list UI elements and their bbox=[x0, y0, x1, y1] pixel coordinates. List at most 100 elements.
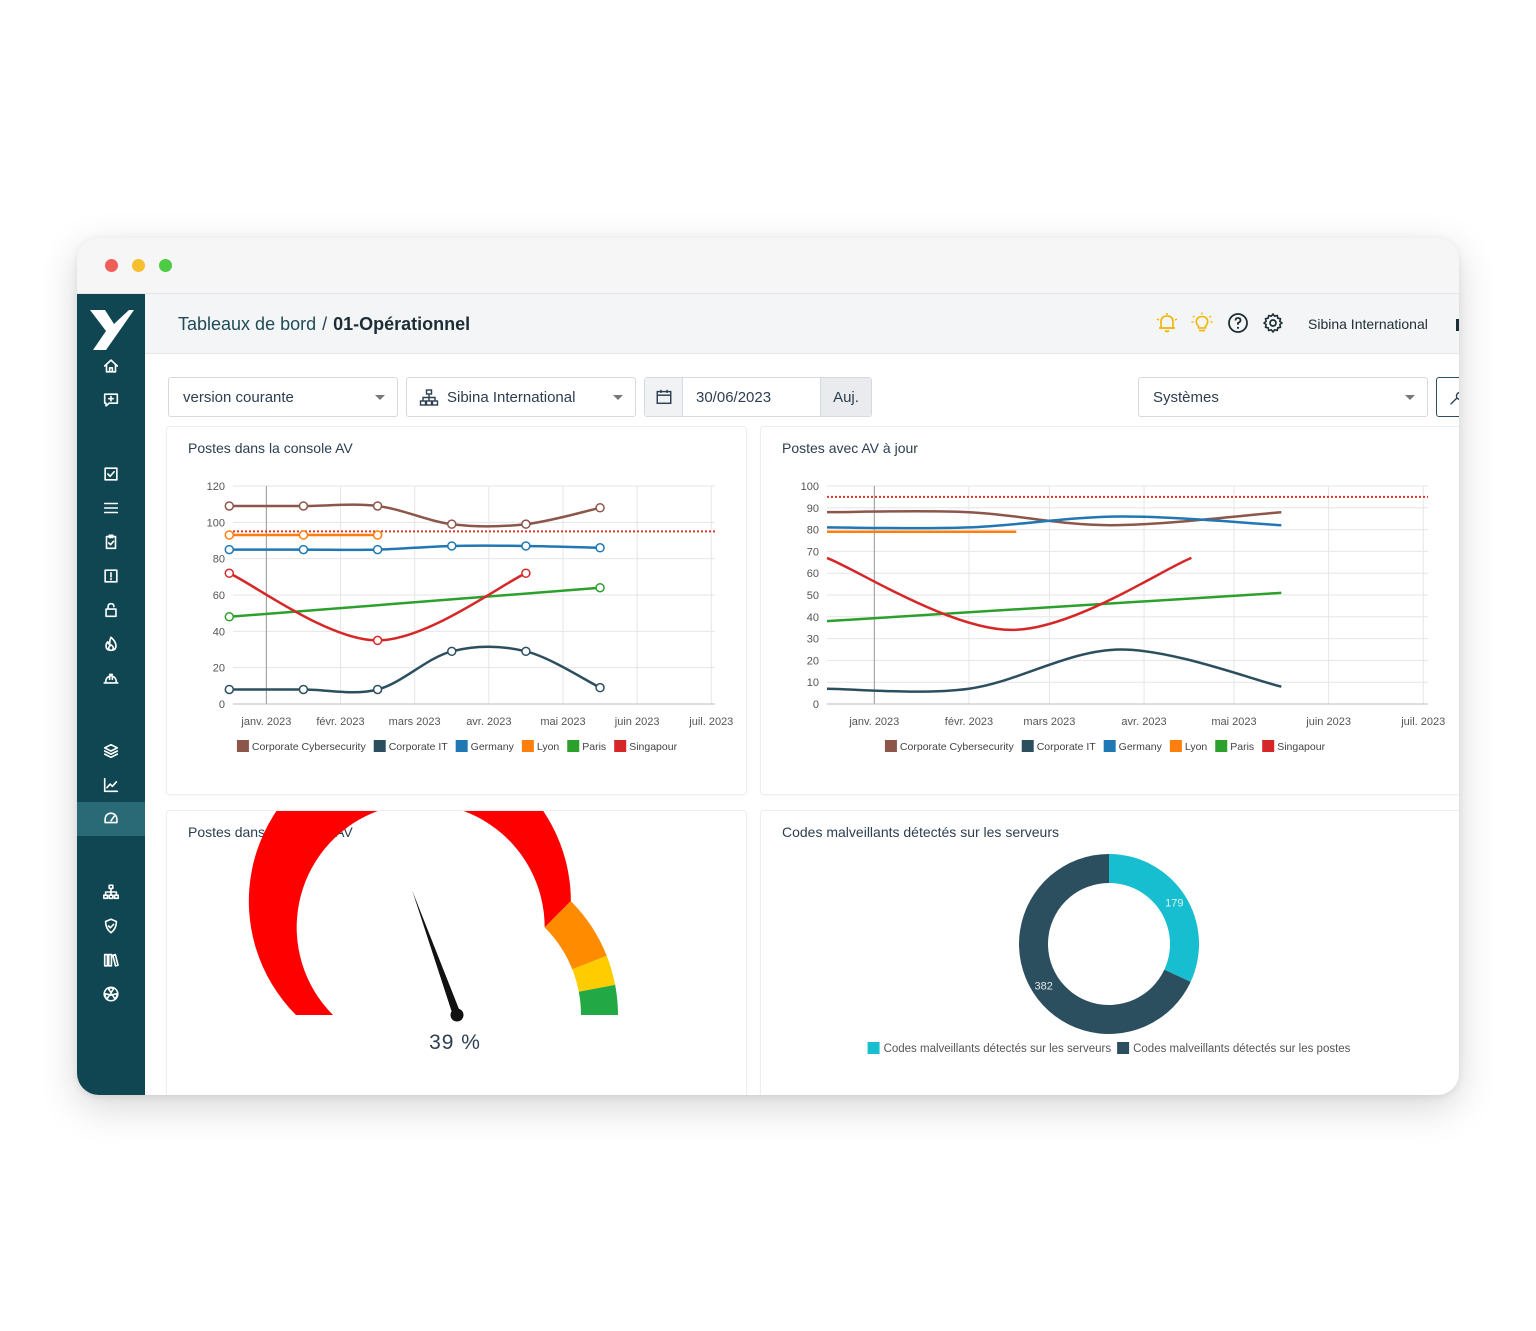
date-input[interactable] bbox=[684, 378, 819, 416]
data-point bbox=[298, 530, 309, 540]
lock-icon bbox=[105, 602, 117, 618]
legend-swatch bbox=[867, 1042, 880, 1054]
data-point bbox=[224, 684, 235, 695]
legend-label: Corporate Cybersecurity bbox=[900, 741, 1015, 753]
y-tick-label: 50 bbox=[807, 590, 819, 602]
fire-icon bbox=[105, 636, 117, 652]
shield-check-icon bbox=[104, 918, 118, 934]
window-maximize-button[interactable] bbox=[159, 259, 172, 272]
gauge-needle bbox=[412, 890, 461, 1017]
donut-card-malware: Codes malveillants détectés sur les serv… bbox=[761, 811, 1459, 1095]
sidebar-item-sitemap[interactable] bbox=[77, 875, 145, 909]
sidebar-item-clipboard-check[interactable] bbox=[77, 525, 145, 559]
legend-swatch bbox=[1021, 740, 1034, 752]
line-chart-console-av: 0 20 40 60 80 100 120 janv. 2023 févr. 2023 mars … bbox=[207, 481, 734, 753]
x-tick-label: mai 2023 bbox=[1211, 716, 1256, 728]
calendar-button[interactable] bbox=[645, 378, 683, 416]
breadcrumb: Tableaux de bord/01-Opérationnel bbox=[178, 314, 470, 335]
window-minimize-button[interactable] bbox=[132, 259, 145, 272]
y-tick-label: 10 bbox=[807, 677, 819, 689]
legend-swatch bbox=[455, 740, 468, 752]
series-line bbox=[229, 544, 601, 552]
data-point bbox=[224, 530, 235, 540]
category-select[interactable]: Systèmes bbox=[1138, 377, 1428, 417]
sidebar-item-alert-square[interactable] bbox=[77, 559, 145, 593]
legend-label: Codes malveillants détectés sur les serv… bbox=[884, 1043, 1112, 1055]
y-tick-label: 60 bbox=[807, 568, 819, 580]
sidebar-item-shield-check[interactable] bbox=[77, 909, 145, 943]
data-point bbox=[595, 503, 605, 513]
lightbulb-icon[interactable] bbox=[1190, 311, 1214, 335]
legend-item: Singapour bbox=[1262, 740, 1326, 753]
sidebar-item-hard-hat[interactable] bbox=[77, 661, 145, 695]
data-point bbox=[521, 541, 531, 551]
org-selector[interactable]: Sibina International bbox=[1308, 316, 1428, 332]
sidebar-item-gauge[interactable] bbox=[77, 802, 145, 836]
sidebar-item-radiation[interactable] bbox=[77, 977, 145, 1011]
gear-icon[interactable] bbox=[1261, 311, 1285, 335]
legend-label: Lyon bbox=[537, 741, 560, 753]
bell-icon[interactable] bbox=[1155, 311, 1179, 335]
x-tick-label: janv. 2023 bbox=[848, 716, 899, 728]
legend-item: Lyon bbox=[1169, 740, 1207, 753]
edit-button[interactable] bbox=[1436, 377, 1459, 417]
home-icon bbox=[103, 359, 119, 373]
card-title: Postes dans la console AV bbox=[188, 440, 353, 456]
sidebar-item-fire[interactable] bbox=[77, 627, 145, 661]
list-icon bbox=[103, 502, 119, 514]
sidebar-item-library[interactable] bbox=[77, 943, 145, 977]
x-tick-label: mai 2023 bbox=[540, 716, 585, 728]
legend-item: Paris bbox=[1215, 740, 1254, 753]
y-tick-label: 100 bbox=[207, 517, 225, 529]
sidebar-item-home[interactable] bbox=[77, 349, 145, 383]
layers-icon bbox=[103, 743, 119, 759]
data-point bbox=[447, 646, 457, 657]
window-close-button[interactable] bbox=[105, 259, 118, 272]
legend-swatch bbox=[521, 740, 534, 752]
series-line bbox=[826, 591, 1282, 623]
x-tick-label: juil. 2023 bbox=[688, 716, 733, 728]
app-logo[interactable] bbox=[85, 306, 137, 358]
chart-line-icon bbox=[103, 777, 119, 793]
sidebar-item-chart-line[interactable] bbox=[77, 768, 145, 802]
help-icon[interactable] bbox=[1226, 311, 1250, 335]
legend-item: Corporate IT bbox=[1021, 740, 1096, 753]
entity-select[interactable]: Sibina International bbox=[406, 377, 636, 417]
data-point bbox=[372, 635, 383, 646]
legend-swatch bbox=[373, 740, 386, 752]
data-point bbox=[521, 519, 531, 529]
legend-item: Lyon bbox=[521, 740, 560, 753]
y-tick-label: 20 bbox=[807, 655, 819, 667]
legend-swatch bbox=[1215, 740, 1228, 752]
legend-swatch bbox=[1169, 740, 1182, 752]
sitemap-icon bbox=[419, 389, 439, 406]
y-tick-label: 100 bbox=[801, 481, 819, 493]
checkbox-icon bbox=[104, 467, 118, 481]
legend-item: Codes malveillants détectés sur les post… bbox=[1117, 1042, 1351, 1055]
y-tick-label: 0 bbox=[813, 699, 819, 711]
data-point bbox=[224, 544, 235, 555]
legend-item: Paris bbox=[567, 740, 606, 753]
series-line bbox=[826, 509, 1282, 527]
data-point bbox=[447, 541, 457, 551]
gauge-icon bbox=[104, 812, 118, 824]
sidebar-item-checkbox[interactable] bbox=[77, 457, 145, 491]
legend-label: Singapour bbox=[629, 741, 677, 753]
legend: Corporate Cybersecurity Corporate IT Germa… bbox=[884, 740, 1326, 753]
user-menu-edge[interactable] bbox=[1456, 319, 1459, 331]
calendar-icon bbox=[656, 389, 672, 405]
today-button[interactable]: Auj. bbox=[820, 378, 871, 416]
sidebar-item-lock[interactable] bbox=[77, 593, 145, 627]
version-select[interactable]: version courante bbox=[168, 377, 398, 417]
breadcrumb-separator: / bbox=[322, 314, 328, 334]
breadcrumb-root[interactable]: Tableaux de bord bbox=[178, 314, 317, 334]
sidebar-item-message-plus[interactable] bbox=[77, 383, 145, 417]
data-point bbox=[298, 544, 309, 555]
series-line bbox=[229, 503, 601, 528]
y-tick-label: 90 bbox=[807, 503, 819, 515]
sidebar-item-list[interactable] bbox=[77, 491, 145, 525]
card-title: Codes malveillants détectés sur les serv… bbox=[782, 824, 1060, 840]
sitemap-icon bbox=[102, 884, 120, 900]
sidebar-item-layers[interactable] bbox=[77, 734, 145, 768]
alert-square-icon bbox=[104, 569, 118, 583]
